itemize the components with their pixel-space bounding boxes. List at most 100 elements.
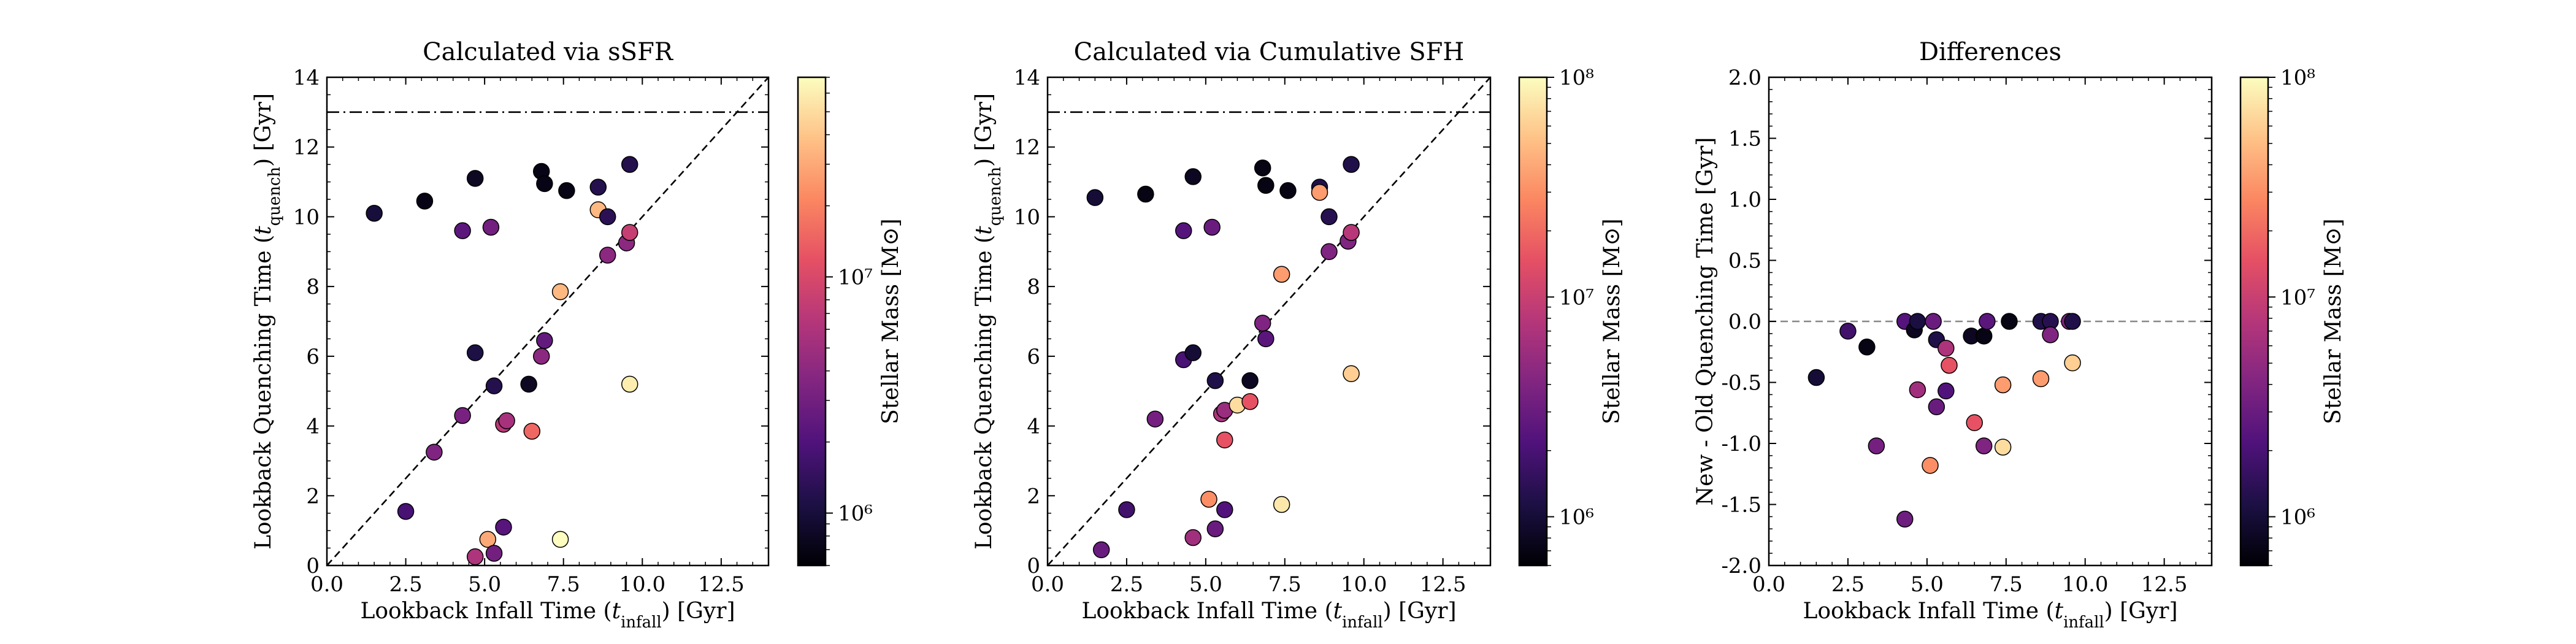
x-tick-label: 5.0: [1911, 572, 1944, 597]
data-point: [1839, 323, 1857, 340]
x-tick-label: 5.0: [1189, 572, 1222, 597]
data-point: [1966, 414, 1983, 431]
y-tick-label: 8: [306, 275, 320, 299]
x-tick-label: 7.5: [1268, 572, 1301, 597]
y-tick-label: 0.5: [1728, 249, 1761, 274]
chart-title: Calculated via Cumulative SFH: [1074, 38, 1465, 66]
y-tick-label: 8: [1027, 275, 1040, 299]
y-tick-label: -0.5: [1721, 371, 1761, 396]
y-tick-label: 14: [293, 66, 320, 90]
x-tick-label: 2.5: [1831, 572, 1865, 597]
data-point: [1994, 439, 2012, 456]
data-point: [1254, 159, 1271, 177]
data-point: [1807, 369, 1825, 386]
data-point: [1311, 183, 1328, 201]
data-point: [1184, 529, 1202, 546]
data-point: [416, 193, 434, 210]
data-point: [1137, 185, 1154, 203]
x-tick-label: 7.5: [547, 572, 580, 597]
data-point: [1241, 393, 1259, 410]
y-tick-label: 6: [306, 345, 320, 369]
y-tick-label: 1.0: [1728, 188, 1761, 212]
data-point: [454, 407, 471, 424]
data-point: [1909, 313, 1926, 330]
x-axis-label: Lookback Infall Time (tinfall) [Gyr]: [1081, 599, 1456, 632]
data-point: [1203, 218, 1221, 236]
data-point: [599, 247, 616, 264]
data-point: [1184, 344, 1202, 361]
colorbar-label: Stellar Mass [M⊙]: [1600, 218, 1625, 424]
data-point: [1909, 381, 1926, 399]
data-point: [1922, 457, 1939, 474]
data-point: [454, 222, 471, 239]
y-tick-label: 0.0: [1728, 310, 1761, 334]
x-tick-label: 10.0: [2062, 572, 2109, 597]
data-point: [1938, 382, 1955, 400]
data-point: [599, 208, 616, 226]
y-tick-label: 10: [293, 205, 320, 229]
data-point: [1206, 372, 1224, 389]
y-tick-label: 10: [1014, 205, 1040, 229]
data-point: [1858, 339, 1876, 356]
data-point: [1086, 189, 1104, 206]
y-tick-label: 12: [293, 136, 320, 160]
data-point: [466, 170, 484, 187]
data-point: [1273, 496, 1290, 513]
data-point: [1321, 243, 1338, 261]
data-point: [495, 518, 512, 536]
y-tick-label: 12: [1014, 136, 1040, 160]
colorbar-gradient: [1519, 77, 1547, 565]
panel-2: 0.0 2.5 5.0 7.5 10.0 12.5 0 2 4 6 8 10 12 14 Calculate…: [972, 38, 1625, 632]
x-axis-label: Lookback Infall Time (tinfall) [Gyr]: [360, 599, 735, 632]
data-point: [397, 503, 415, 520]
y-tick-label: 2: [306, 484, 320, 508]
x-tick-label: 7.5: [1990, 572, 2023, 597]
colorbar-frame: [1518, 76, 1548, 567]
data-point: [1273, 266, 1290, 283]
x-tick-label: 0.0: [310, 572, 343, 597]
data-point: [1343, 365, 1360, 383]
data-point: [2032, 370, 2050, 388]
chart-title: Differences: [1919, 38, 2061, 66]
x-tick-label: 2.5: [389, 572, 423, 597]
data-point: [1941, 356, 1958, 374]
data-point: [2042, 326, 2059, 343]
x-tick-label: 12.5: [698, 572, 745, 597]
panel-1: 0.0 2.5 5.0 7.5 10.0 12.5 0 2 4 6 8 10 12 14 Calculate…: [251, 38, 903, 632]
colorbar-tick-label: 10⁸: [1559, 66, 1594, 90]
y-tick-label: 1.5: [1728, 127, 1761, 151]
y-tick-label: 6: [1027, 345, 1040, 369]
data-point: [485, 545, 503, 562]
x-tick-label: 12.5: [1420, 572, 1466, 597]
x-tick-label: 10.0: [1341, 572, 1387, 597]
data-point: [1975, 437, 1993, 454]
colorbar-frame: [797, 76, 827, 567]
y-tick-label: -1.5: [1721, 493, 1761, 518]
data-point: [1938, 340, 1955, 357]
y-tick-label: 0: [306, 554, 320, 578]
data-point: [482, 218, 500, 236]
data-point: [2064, 354, 2081, 372]
data-point: [2001, 313, 2018, 330]
colorbar-tick-label: 10⁶: [838, 502, 873, 526]
colorbar-frame: [2239, 76, 2269, 567]
data-point: [532, 348, 550, 365]
y-tick-label: 2: [1027, 484, 1040, 508]
colorbar: 10⁶ 10⁷ Stellar Mass [M⊙]: [797, 76, 903, 567]
x-tick-label: 2.5: [1110, 572, 1143, 597]
data-point: [1994, 376, 2012, 394]
data-point: [1216, 501, 1233, 518]
data-point: [589, 178, 607, 196]
data-point: [1975, 328, 1993, 345]
data-point: [621, 156, 638, 173]
colorbar: 10⁶ 10⁷ 10⁸ Stellar Mass [M⊙]: [1518, 66, 1625, 567]
x-tick-label: 5.0: [468, 572, 501, 597]
chart-title: Calculated via sSFR: [423, 38, 674, 66]
data-point: [498, 412, 515, 429]
colorbar-tick-label: 10⁷: [2280, 285, 2315, 310]
data-point: [1343, 224, 1360, 241]
y-tick-label: 2.0: [1728, 66, 1761, 90]
data-point: [1175, 222, 1192, 239]
y-tick-label: 4: [306, 415, 320, 439]
